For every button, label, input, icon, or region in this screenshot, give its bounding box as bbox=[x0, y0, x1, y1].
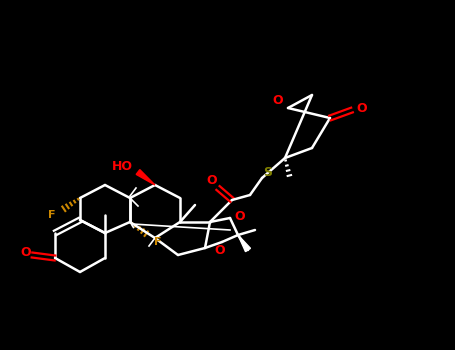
Polygon shape bbox=[238, 235, 251, 252]
Text: HO: HO bbox=[111, 160, 132, 173]
Text: O: O bbox=[20, 245, 31, 259]
Text: O: O bbox=[207, 175, 217, 188]
Text: F: F bbox=[154, 237, 162, 247]
Text: O: O bbox=[215, 244, 225, 257]
Text: O: O bbox=[273, 93, 283, 106]
Text: O: O bbox=[235, 210, 245, 223]
Text: O: O bbox=[357, 102, 367, 114]
Text: S: S bbox=[263, 166, 273, 178]
Polygon shape bbox=[136, 170, 155, 185]
Text: F: F bbox=[48, 210, 56, 220]
